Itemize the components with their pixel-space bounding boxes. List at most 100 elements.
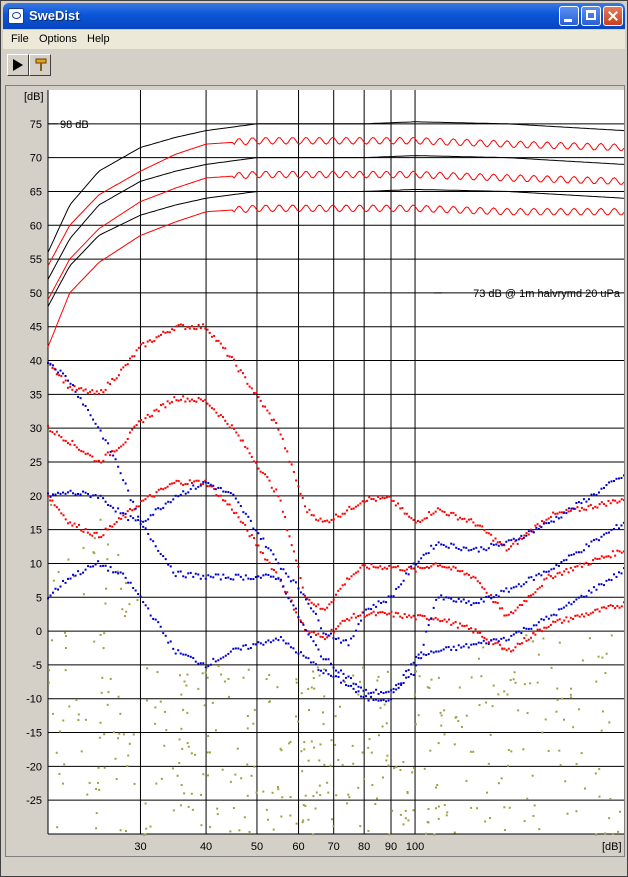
second-harmonic-point <box>416 614 419 617</box>
second-harmonic-point <box>279 433 282 436</box>
third-harmonic-point <box>292 579 295 582</box>
third-harmonic-point <box>127 581 130 584</box>
harmonic-floor-point <box>64 631 67 634</box>
second-harmonic-point <box>124 441 127 444</box>
second-harmonic-point <box>410 517 413 520</box>
menu-file[interactable]: File <box>11 33 29 45</box>
third-harmonic-point <box>340 669 343 672</box>
third-harmonic-point <box>54 368 57 371</box>
third-harmonic-point <box>47 362 49 365</box>
third-harmonic-point <box>502 543 505 546</box>
third-harmonic-point <box>440 649 443 652</box>
second-harmonic-point <box>558 571 561 574</box>
third-harmonic-point <box>304 629 307 632</box>
second-harmonic-point <box>572 569 575 572</box>
second-harmonic-point <box>408 614 411 617</box>
second-harmonic-point <box>609 502 612 505</box>
harmonic-floor-point <box>93 537 96 540</box>
third-harmonic-point <box>432 651 435 654</box>
third-harmonic-point <box>512 586 515 589</box>
second-harmonic-point <box>175 325 178 328</box>
third-harmonic-point <box>485 642 488 645</box>
second-harmonic-point <box>432 563 435 566</box>
third-harmonic-point <box>537 527 540 530</box>
second-harmonic-point <box>501 647 504 650</box>
harmonic-floor-point <box>187 805 190 808</box>
app-icon[interactable] <box>8 8 24 24</box>
menu-help[interactable]: Help <box>87 33 110 45</box>
third-harmonic-point <box>154 508 157 511</box>
third-harmonic-point <box>342 672 345 675</box>
third-harmonic-point <box>57 588 60 591</box>
second-harmonic-point <box>419 566 422 569</box>
third-harmonic-point <box>102 437 105 440</box>
third-harmonic-point <box>202 480 205 483</box>
third-harmonic-point <box>259 576 262 579</box>
second-harmonic-point <box>177 399 180 402</box>
minimize-button[interactable] <box>559 6 579 26</box>
third-harmonic-point <box>82 403 85 406</box>
second-harmonic-point <box>222 346 225 349</box>
maximize-button[interactable] <box>581 6 601 26</box>
second-harmonic-point <box>507 647 510 650</box>
x-tick-label: 90 <box>385 841 397 853</box>
third-harmonic-point <box>102 564 105 567</box>
third-harmonic-point <box>517 583 520 586</box>
second-harmonic-point <box>476 631 479 634</box>
third-harmonic-point <box>595 493 598 496</box>
title-bar[interactable]: SweDist <box>3 3 625 29</box>
second-harmonic-point <box>490 533 493 536</box>
close-button[interactable] <box>603 6 623 26</box>
second-harmonic-point <box>585 508 588 511</box>
third-harmonic-point <box>102 497 105 500</box>
third-harmonic-point <box>502 590 505 593</box>
third-harmonic-point <box>257 641 260 644</box>
harmonic-floor-point <box>136 599 139 602</box>
second-harmonic-point <box>461 624 464 627</box>
third-harmonic-point <box>380 699 383 702</box>
third-harmonic-point <box>602 486 605 489</box>
menu-options[interactable]: Options <box>39 33 77 45</box>
third-harmonic-point <box>149 614 152 617</box>
third-harmonic-point <box>412 661 415 664</box>
second-harmonic-point <box>439 508 442 511</box>
third-harmonic-point <box>400 682 403 685</box>
second-harmonic-point <box>332 598 335 601</box>
third-harmonic-point <box>122 572 125 575</box>
third-harmonic-point <box>565 558 568 561</box>
third-harmonic-point <box>585 543 588 546</box>
third-harmonic-point <box>467 549 470 552</box>
third-harmonic-point <box>337 675 340 678</box>
harmonic-floor-point <box>440 714 443 717</box>
third-harmonic-point <box>470 548 473 551</box>
harmonic-floor-point <box>155 782 158 785</box>
third-harmonic-point <box>345 684 348 687</box>
second-harmonic-point <box>126 510 129 513</box>
harmonic-floor-point <box>201 672 204 675</box>
second-harmonic-point <box>315 605 318 608</box>
second-harmonic-point <box>357 504 360 507</box>
second-harmonic-point <box>120 445 123 448</box>
second-harmonic-point <box>264 473 267 476</box>
harmonic-floor-point <box>295 681 298 684</box>
third-harmonic-point <box>79 573 82 576</box>
second-harmonic-point <box>146 413 149 416</box>
harmonic-floor-point <box>503 690 506 693</box>
third-harmonic-point <box>387 699 390 702</box>
second-harmonic-point <box>394 504 397 507</box>
second-harmonic-point <box>503 647 506 650</box>
second-harmonic-point <box>574 507 577 510</box>
harmonic-floor-point <box>117 554 120 557</box>
second-harmonic-point <box>374 499 377 502</box>
run-button[interactable] <box>7 54 29 76</box>
third-harmonic-point <box>234 497 237 500</box>
probe-button[interactable] <box>29 54 51 76</box>
harmonic-floor-point <box>93 640 96 643</box>
second-harmonic-point <box>534 633 537 636</box>
second-harmonic-point <box>618 550 621 553</box>
second-harmonic-point <box>587 563 590 566</box>
second-harmonic-point <box>465 624 468 627</box>
second-harmonic-point <box>441 619 444 622</box>
second-harmonic-point <box>443 511 446 514</box>
third-harmonic-point <box>302 654 305 657</box>
